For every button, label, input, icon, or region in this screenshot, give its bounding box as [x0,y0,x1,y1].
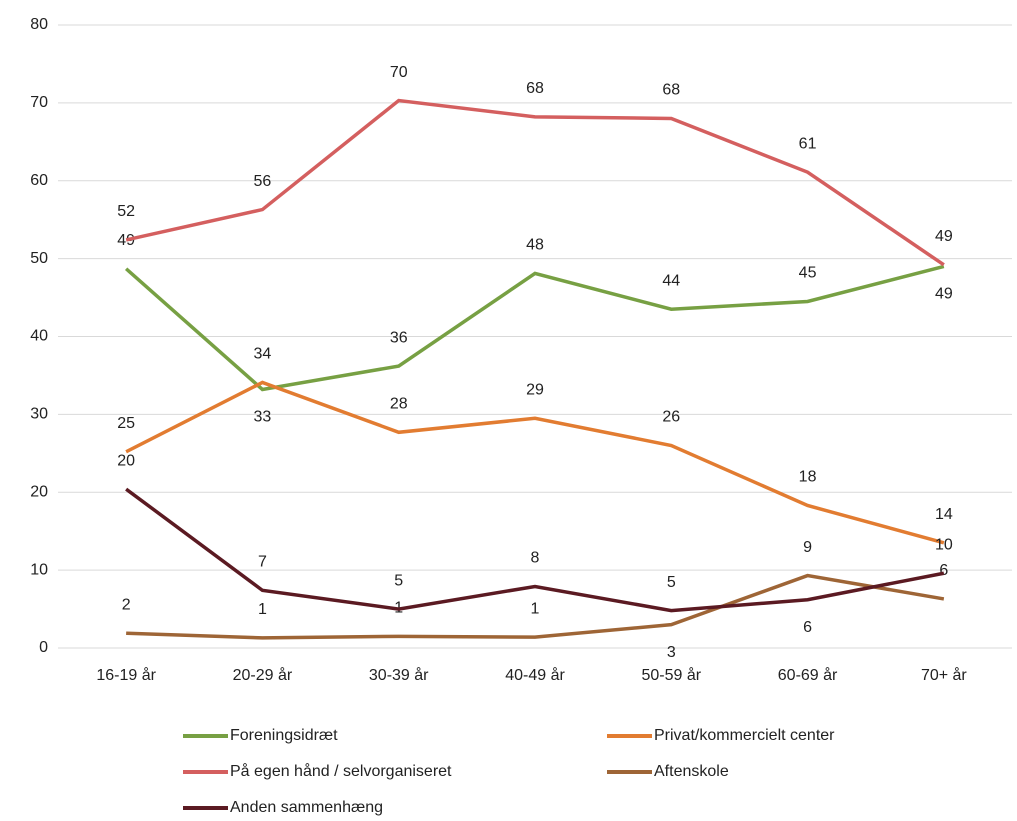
y-tick-label: 80 [30,16,48,33]
data-label: 3 [667,644,676,661]
data-label: 25 [117,415,135,432]
series-line [124,264,945,392]
x-tick-label: 20-29 år [233,666,293,684]
y-tick-label: 20 [30,483,48,500]
legend-label: Anden sammenhæng [230,799,383,816]
x-tick-label: 40-49 år [505,666,565,684]
data-label: 6 [803,619,812,636]
y-tick-label: 30 [30,406,48,423]
data-label: 34 [254,346,272,363]
series-line [125,98,945,267]
data-label: 6 [939,562,948,579]
legend-label: Aftenskole [654,763,729,780]
data-label: 28 [390,396,408,413]
x-tick-label: 50-59 år [641,666,701,684]
data-label: 8 [531,550,540,567]
legend-label: På egen hånd / selvorganiseret [230,762,452,780]
series-line [125,487,945,613]
data-label: 49 [935,228,953,245]
data-label: 29 [526,381,544,398]
data-label: 48 [526,237,544,254]
x-tick-label: 70+ år [921,666,967,684]
y-tick-label: 70 [30,94,48,111]
data-label: 7 [258,554,267,571]
data-label: 44 [662,272,680,289]
data-label: 36 [390,329,408,346]
data-label: 49 [117,232,135,249]
data-label: 61 [799,135,817,152]
data-label: 33 [254,409,272,426]
y-tick-label: 60 [30,172,48,189]
y-tick-label: 0 [39,639,48,656]
data-label: 10 [935,536,953,553]
data-label: 70 [390,64,408,81]
data-label: 14 [935,506,953,523]
data-label: 5 [667,574,676,591]
legend-label: Foreningsidræt [230,727,338,744]
data-label: 20 [117,452,135,469]
series-line [126,573,945,640]
data-label: 9 [803,539,812,556]
series-line [125,380,945,545]
data-label: 45 [799,265,817,282]
legend-label: Privat/kommercielt center [654,727,835,744]
x-tick-label: 16-19 år [96,666,156,684]
data-label: 5 [394,572,403,589]
data-label: 2 [122,596,131,613]
data-label: 18 [799,469,817,486]
x-tick-label: 30-39 år [369,666,429,684]
y-tick-label: 50 [30,250,48,267]
data-label: 26 [662,409,680,426]
data-label: 68 [662,82,680,99]
y-tick-label: 10 [30,561,48,578]
y-tick-label: 40 [30,328,48,345]
data-label: 68 [526,80,544,97]
data-label: 1 [258,601,267,618]
x-tick-label: 60-69 år [778,666,838,684]
data-label: 1 [531,600,540,617]
data-label: 56 [254,173,272,190]
data-label: 49 [935,286,953,303]
data-label: 52 [117,203,135,220]
